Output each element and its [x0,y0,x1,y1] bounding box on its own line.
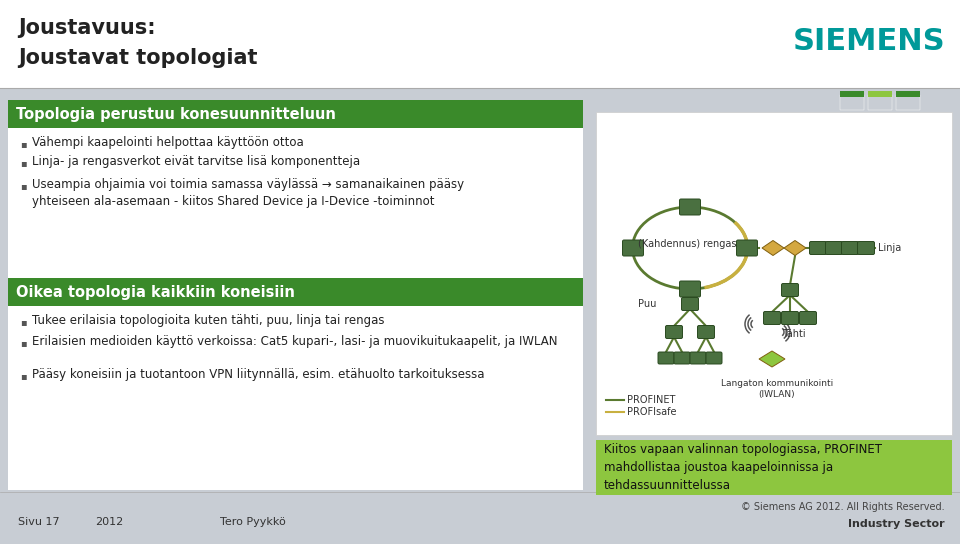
FancyBboxPatch shape [0,0,960,88]
FancyBboxPatch shape [682,298,699,311]
FancyBboxPatch shape [596,112,952,435]
FancyBboxPatch shape [8,100,583,128]
Polygon shape [762,240,784,256]
FancyBboxPatch shape [800,312,817,325]
FancyBboxPatch shape [763,312,780,325]
FancyBboxPatch shape [736,240,757,256]
FancyBboxPatch shape [840,95,864,110]
FancyBboxPatch shape [674,352,690,364]
Text: 2012: 2012 [95,517,123,527]
FancyBboxPatch shape [842,242,858,255]
FancyBboxPatch shape [896,91,920,97]
Text: Topologia perustuu konesuunnitteluun: Topologia perustuu konesuunnitteluun [16,107,336,121]
Text: Vähempi kaapelointi helpottaa käyttöön ottoa: Vähempi kaapelointi helpottaa käyttöön o… [32,136,303,149]
FancyBboxPatch shape [826,242,843,255]
FancyBboxPatch shape [8,278,583,306]
FancyBboxPatch shape [896,95,920,110]
Text: ▪: ▪ [20,158,27,168]
FancyBboxPatch shape [809,242,827,255]
Text: PROFINET: PROFINET [627,395,676,405]
Text: Sivu 17: Sivu 17 [18,517,60,527]
FancyBboxPatch shape [658,352,674,364]
FancyBboxPatch shape [622,240,643,256]
Text: SIEMENS: SIEMENS [792,28,945,57]
Text: Tukee erilaisia topologioita kuten tähti, puu, linja tai rengas: Tukee erilaisia topologioita kuten tähti… [32,314,385,327]
Text: PROFIsafe: PROFIsafe [627,407,677,417]
Polygon shape [784,240,806,256]
FancyBboxPatch shape [665,325,683,338]
Text: ▪: ▪ [20,371,27,381]
FancyBboxPatch shape [8,100,583,490]
Polygon shape [759,351,785,367]
Text: Useampia ohjaimia voi toimia samassa väylässä → samanaikainen pääsy
yhteiseen al: Useampia ohjaimia voi toimia samassa väy… [32,178,464,207]
Text: (Kahdennus) rengas: (Kahdennus) rengas [638,239,736,249]
Text: ▪: ▪ [20,181,27,191]
FancyBboxPatch shape [0,492,960,544]
Text: Tähti: Tähti [782,329,805,339]
Text: ▪: ▪ [20,338,27,348]
Text: ▪: ▪ [20,317,27,327]
FancyBboxPatch shape [680,281,701,297]
Text: © Siemens AG 2012. All Rights Reserved.: © Siemens AG 2012. All Rights Reserved. [741,502,945,512]
Text: Linja- ja rengasverkot eivät tarvitse lisä komponentteja: Linja- ja rengasverkot eivät tarvitse li… [32,155,360,168]
Text: ▪: ▪ [20,139,27,149]
Text: Joustavat topologiat: Joustavat topologiat [18,48,257,68]
Text: Industry Sector: Industry Sector [849,519,945,529]
Text: Joustavuus:: Joustavuus: [18,18,156,38]
Text: Kiitos vapaan valinnan topologiassa, PROFINET
mahdollistaa joustoa kaapeloinniss: Kiitos vapaan valinnan topologiassa, PRO… [604,443,882,492]
FancyBboxPatch shape [680,199,701,215]
FancyBboxPatch shape [706,352,722,364]
FancyBboxPatch shape [857,242,875,255]
Text: Langaton kommunikointi
(IWLAN): Langaton kommunikointi (IWLAN) [721,379,833,399]
Text: Puu: Puu [638,299,657,309]
Text: Tero Pyykkö: Tero Pyykkö [220,517,286,527]
FancyBboxPatch shape [868,95,892,110]
FancyBboxPatch shape [781,312,799,325]
Text: Oikea topologia kaikkiin koneisiin: Oikea topologia kaikkiin koneisiin [16,285,295,300]
FancyBboxPatch shape [698,325,714,338]
FancyBboxPatch shape [690,352,706,364]
FancyBboxPatch shape [596,440,952,495]
FancyBboxPatch shape [868,91,892,97]
Text: Pääsy koneisiin ja tuotantoon VPN liitynnällä, esim. etähuolto tarkoituksessa: Pääsy koneisiin ja tuotantoon VPN liityn… [32,368,485,381]
Text: Erilaisien medioiden käyttö verkoissa: Cat5 kupari-, lasi- ja muovikuitukaapelit: Erilaisien medioiden käyttö verkoissa: C… [32,335,558,348]
FancyBboxPatch shape [840,91,864,97]
Text: Linja: Linja [878,243,901,253]
FancyBboxPatch shape [781,283,799,296]
